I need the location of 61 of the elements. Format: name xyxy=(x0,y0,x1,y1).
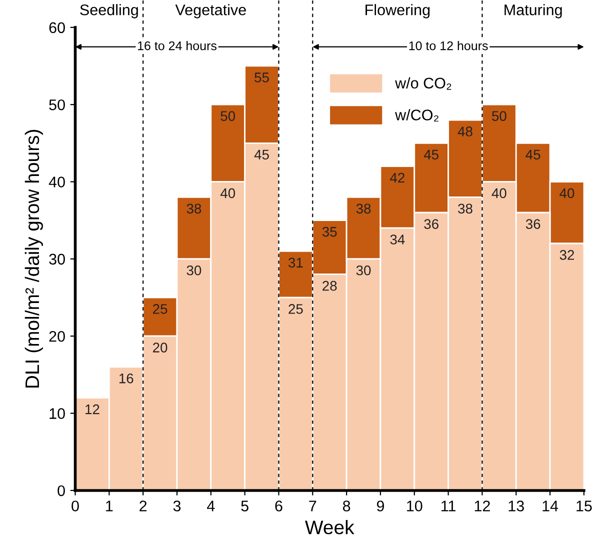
y-tick-label: 60 xyxy=(49,22,65,34)
x-tick-label: 0 xyxy=(72,500,79,512)
data-label: 40 xyxy=(492,188,506,198)
annotation: 10 to 12 hours xyxy=(409,41,488,50)
x-tick-label: 5 xyxy=(241,500,248,512)
total-label: 35 xyxy=(322,226,337,237)
text: Flowering xyxy=(366,4,430,18)
y-tick-label: 20 xyxy=(49,330,65,342)
total-label: 38 xyxy=(356,204,371,214)
text: Vegetative xyxy=(175,4,246,18)
data-label: 36 xyxy=(526,219,540,229)
total-label: 31 xyxy=(288,258,303,268)
data-label: 38 xyxy=(458,204,472,214)
total-label: 55 xyxy=(254,72,269,82)
x-tick-label: 10 xyxy=(407,500,422,512)
x-tick-label: 11 xyxy=(442,500,456,512)
x-tick-label: 1 xyxy=(106,500,113,512)
total-label: 42 xyxy=(390,172,404,183)
total-label: 38 xyxy=(186,204,202,214)
total-label: 50 xyxy=(220,111,236,121)
total-label: 45 xyxy=(526,150,540,160)
x-tick-label: 2 xyxy=(140,500,147,512)
x-tick-label: 8 xyxy=(342,500,350,512)
x-tick-label: 7 xyxy=(309,500,316,512)
legend-label: w/CO₂ xyxy=(395,109,438,122)
x-tick-label: 4 xyxy=(207,500,215,512)
y-tick-label: 10 xyxy=(50,408,65,419)
data-label: 30 xyxy=(186,265,202,276)
text: Maturing xyxy=(504,4,562,18)
data-label: 32 xyxy=(560,250,574,260)
x-tick-label: 15 xyxy=(576,500,592,512)
y-tick-label: 30 xyxy=(49,254,65,265)
text: Seedling xyxy=(80,4,138,18)
total-label: 50 xyxy=(492,111,506,121)
data-label: 28 xyxy=(322,280,337,291)
total-label: 48 xyxy=(458,126,472,136)
annotation: 16 to 24 hours xyxy=(138,41,216,50)
data-label: 16 xyxy=(119,374,134,384)
x-axis-title: Week xyxy=(305,520,354,534)
y-tick-label: 0 xyxy=(58,485,65,496)
data-label: 30 xyxy=(356,265,371,276)
x-tick-label: 3 xyxy=(173,500,181,512)
total-label: 45 xyxy=(424,150,438,160)
x-tick-label: 12 xyxy=(474,500,490,512)
data-label: 20 xyxy=(153,342,168,352)
legend-label: w/o CO₂ xyxy=(395,77,452,90)
data-label: 40 xyxy=(220,188,236,198)
x-tick-label: 9 xyxy=(376,500,384,512)
data-label: 12 xyxy=(86,404,100,414)
data-label: 45 xyxy=(254,150,269,160)
y-tick-label: 40 xyxy=(48,176,65,188)
data-label: 34 xyxy=(390,234,405,244)
x-tick-label: 14 xyxy=(542,500,558,512)
y-tick-label: 50 xyxy=(49,99,65,110)
total-label: 40 xyxy=(560,188,574,198)
y-axis-title: DLI (mol/m² /daily grow hours) xyxy=(24,130,43,388)
data-label: 25 xyxy=(288,304,303,314)
data-label: 36 xyxy=(424,219,438,229)
total-label: 25 xyxy=(153,304,168,314)
x-tick-label: 13 xyxy=(508,500,524,512)
x-tick-label: 6 xyxy=(275,500,282,512)
